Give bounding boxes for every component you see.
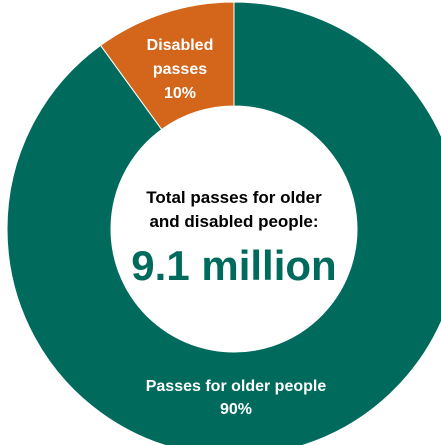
slice-label-older: Passes for older people 90% xyxy=(146,378,327,418)
slice-label-disabled-line2: passes xyxy=(153,61,207,78)
center-label-value: 9.1 million xyxy=(131,242,336,289)
center-label-line1: Total passes for older xyxy=(146,188,322,207)
slice-label-disabled-line1: Disabled xyxy=(147,37,214,54)
slice-label-older-value: 90% xyxy=(220,401,252,418)
center-label-line2: and disabled people: xyxy=(149,212,318,231)
donut-slice-disabled xyxy=(99,1,235,131)
center-label: Total passes for older and disabled peop… xyxy=(131,188,336,289)
slice-label-older-name: Passes for older people xyxy=(146,378,327,395)
slice-label-disabled-value: 10% xyxy=(164,85,196,102)
donut-slice-older xyxy=(6,1,441,445)
donut-slices xyxy=(6,1,441,445)
slice-label-disabled: Disabled passes 10% xyxy=(147,37,214,102)
